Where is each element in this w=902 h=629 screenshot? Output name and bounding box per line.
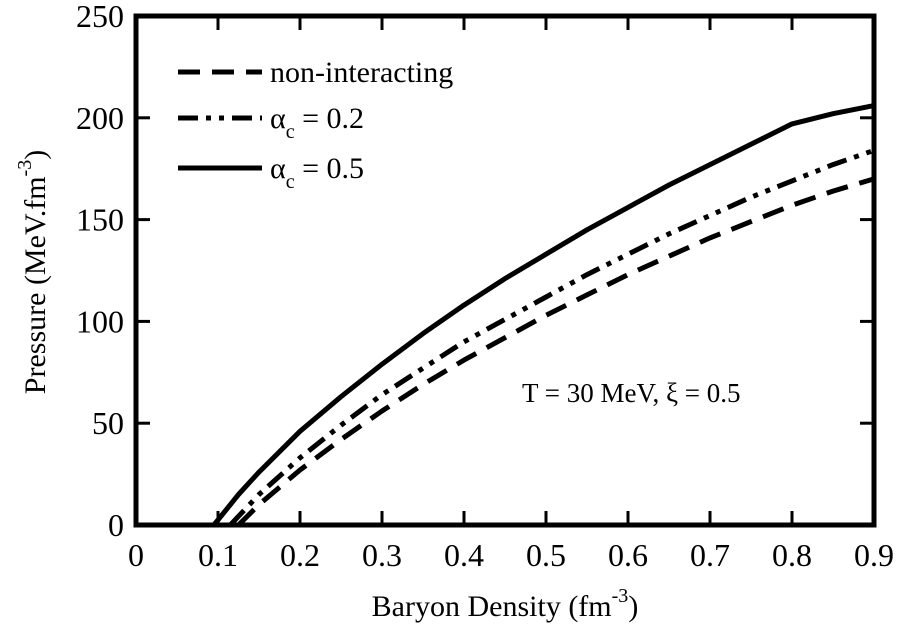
legend-label-main: non-interacting xyxy=(270,56,453,89)
legend-label-1: non-interacting xyxy=(270,56,453,89)
y-tick-label: 200 xyxy=(76,100,124,136)
y-axis-title-close: ) xyxy=(19,150,52,160)
y-tick-label: 0 xyxy=(108,507,124,543)
ticks-layer: 0 0.1 0.2 0.3 0.4 0.5 0.6 0.7 0.8 0.9 0 50 100 150 200… xyxy=(76,0,894,573)
series-line-2 xyxy=(228,148,875,527)
x-tick-label: 0.9 xyxy=(854,537,894,573)
plot-frame xyxy=(133,13,877,528)
x-axis-title-close: ) xyxy=(628,590,638,623)
y-axis-title-superscript: -3 xyxy=(14,160,36,177)
x-tick-label: 0.2 xyxy=(280,537,320,573)
legend-label-3: αc = 0.5 xyxy=(270,152,364,193)
legend-label-subscript: c xyxy=(286,121,295,143)
y-tick-label: 250 xyxy=(76,0,124,34)
legend-label-main: α xyxy=(270,152,286,185)
legend-label-2: αc = 0.2 xyxy=(270,102,364,143)
y-axis-title-main: Pressure (MeV.fm xyxy=(19,176,52,394)
legend-label-main: α xyxy=(270,102,286,135)
conditions-annotation: T = 30 MeV, ξ = 0.5 xyxy=(522,378,741,408)
series-layer xyxy=(211,103,875,527)
x-tick-label: 0.6 xyxy=(608,537,648,573)
x-tick-label: 0 xyxy=(128,537,144,573)
y-axis-title: Pressure (MeV.fm-3) xyxy=(14,150,52,394)
y-tick-label: 150 xyxy=(76,202,124,238)
x-axis-title-main: Baryon Density (fm xyxy=(372,590,612,623)
x-tick-label: 0.3 xyxy=(362,537,402,573)
legend-label-subscript: c xyxy=(286,171,295,193)
series-line-3 xyxy=(211,103,875,527)
x-tick-label: 0.4 xyxy=(444,537,484,573)
x-tick-label: 0.8 xyxy=(772,537,812,573)
legend-label-tail: = 0.2 xyxy=(295,102,364,135)
x-axis-title: Baryon Density (fm-3) xyxy=(372,585,639,623)
x-axis-title-superscript: -3 xyxy=(612,585,629,607)
x-tick-label: 0.7 xyxy=(690,537,730,573)
x-tick-label: 0.1 xyxy=(198,537,238,573)
x-tick-label: 0.5 xyxy=(526,537,566,573)
y-tick-label: 100 xyxy=(76,303,124,339)
series-line-1 xyxy=(236,176,875,527)
legend-label-tail: = 0.5 xyxy=(295,152,364,185)
y-tick-label: 50 xyxy=(92,405,124,441)
